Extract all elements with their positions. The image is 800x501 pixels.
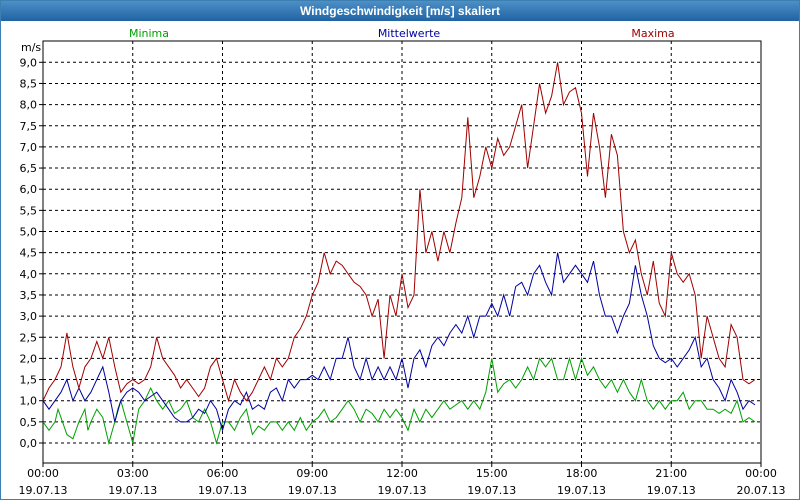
x-tick-date: 19.07.13 xyxy=(467,484,516,497)
x-tick-time: 00:00 xyxy=(745,467,777,480)
y-tick-label: 3,0 xyxy=(20,310,38,323)
x-tick-time: 06:00 xyxy=(207,467,239,480)
x-tick-time: 18:00 xyxy=(566,467,598,480)
x-tick-time: 21:00 xyxy=(655,467,687,480)
y-tick-label: 0,0 xyxy=(20,437,38,450)
x-tick-time: 03:00 xyxy=(117,467,149,480)
y-tick-label: 5,5 xyxy=(20,204,38,217)
x-tick-date: 19.07.13 xyxy=(647,484,696,497)
y-tick-label: 2,0 xyxy=(20,352,38,365)
x-tick-date: 19.07.13 xyxy=(108,484,157,497)
x-tick-time: 00:00 xyxy=(27,467,59,480)
legend-mittelwerte: Mittelwerte xyxy=(378,27,441,40)
x-tick-date: 19.07.13 xyxy=(378,484,427,497)
y-tick-label: 2,5 xyxy=(20,331,38,344)
x-tick-date: 19.07.13 xyxy=(557,484,606,497)
y-tick-label: 6,5 xyxy=(20,162,38,175)
x-tick-time: 15:00 xyxy=(476,467,508,480)
legend: Minima Mittelwerte Maxima xyxy=(129,27,675,40)
y-tick-label: 8,0 xyxy=(20,99,38,112)
y-tick-label: 8,5 xyxy=(20,77,38,90)
x-tick-labels: 00:00 19.07.13 03:00 19.07.13 06:00 19.07.13 0… xyxy=(19,467,786,497)
series-line-maxima xyxy=(42,62,756,403)
y-tick-label: 0,5 xyxy=(20,416,38,429)
y-tick-label: 1,0 xyxy=(20,395,38,408)
y-tick-label: 4,0 xyxy=(20,268,38,281)
legend-maxima: Maxima xyxy=(631,27,674,40)
y-tick-labels: 0,0 0,5 1,0 1,5 2,0 2,5 3,0 3,5 4,0 4,5 5,0 5,5 6,0 6… xyxy=(20,56,38,450)
axes xyxy=(39,40,762,467)
y-tick-label: 4,5 xyxy=(20,247,38,260)
grid xyxy=(43,41,761,463)
y-tick-label: 3,5 xyxy=(20,289,38,302)
x-tick-date: 20.07.13 xyxy=(737,484,786,497)
y-tick-label: 9,0 xyxy=(20,56,38,69)
y-tick-label: 6,0 xyxy=(20,183,38,196)
series-line-mittelwerte xyxy=(42,252,756,433)
x-tick-date: 19.07.13 xyxy=(198,484,247,497)
legend-minima: Minima xyxy=(129,27,169,40)
x-tick-time: 09:00 xyxy=(296,467,328,480)
y-tick-label: 7,0 xyxy=(20,141,38,154)
y-tick-label: 7,5 xyxy=(20,120,38,133)
x-tick-date: 19.07.13 xyxy=(19,484,68,497)
window-title: Windgeschwindigkeit [m/s] skaliert xyxy=(1,1,799,21)
y-tick-label: 5,0 xyxy=(20,226,38,239)
y-axis-unit: m/s xyxy=(21,41,41,54)
x-tick-date: 19.07.13 xyxy=(288,484,337,497)
series-line-minima xyxy=(42,356,756,445)
x-tick-time: 12:00 xyxy=(386,467,418,480)
series-lines xyxy=(42,62,756,445)
y-tick-label: 1,5 xyxy=(20,374,38,387)
